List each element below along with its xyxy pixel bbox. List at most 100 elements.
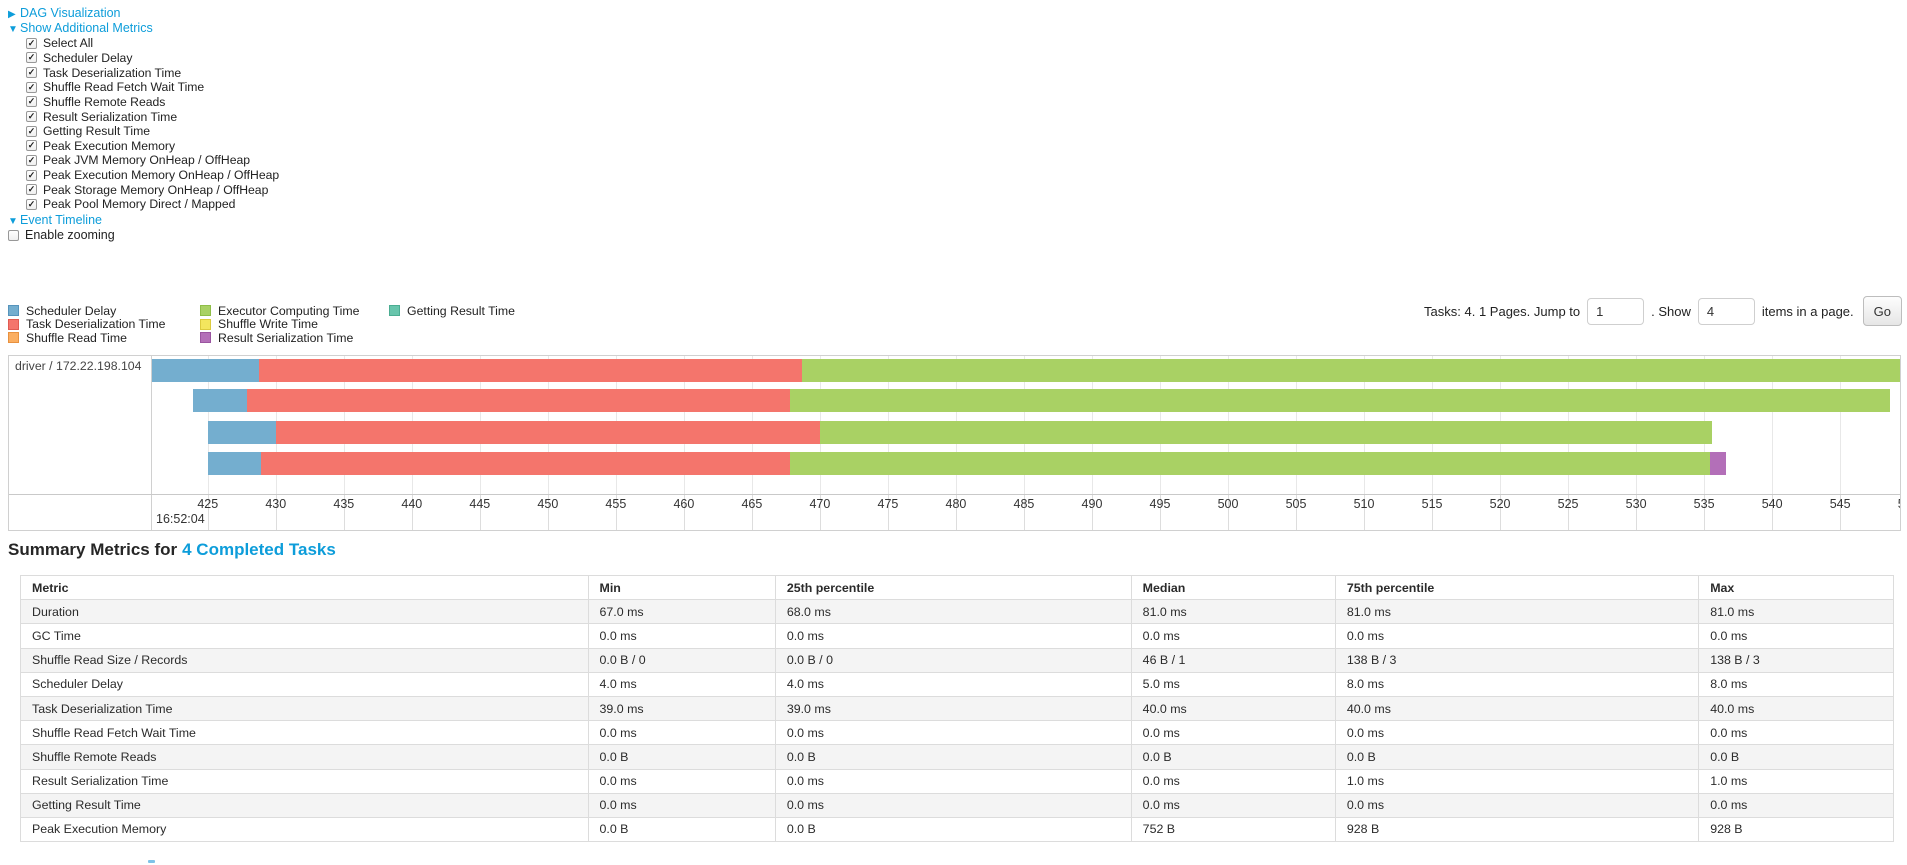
timeline-task-bar-segment[interactable] xyxy=(1709,452,1726,475)
legend-column: Getting Result Time xyxy=(389,304,515,318)
metric-checkbox[interactable] xyxy=(26,140,37,152)
metric-checkbox[interactable] xyxy=(26,67,37,79)
timeline-task-bar-segment[interactable] xyxy=(789,452,1710,475)
column-header: 75th percentile xyxy=(1334,574,1700,601)
value-cell: 0.0 ms xyxy=(1698,792,1894,818)
table-row: Result Serialization Time 0.0 ms 0.0 ms 0.0… xyxy=(20,768,1894,794)
enable-zooming-row: Enable zooming xyxy=(8,228,115,242)
timeline-task-bar-segment[interactable] xyxy=(207,421,276,444)
value-cell: 0.0 ms xyxy=(587,623,776,649)
completed-tasks-link[interactable]: 4 Completed Tasks xyxy=(182,540,336,559)
metric-cell: Duration xyxy=(20,599,589,625)
timeline-task-bar-segment[interactable] xyxy=(207,452,261,475)
axis-tick-label: 545 xyxy=(1829,497,1851,511)
metric-checkbox[interactable] xyxy=(26,37,37,49)
task-pagination: Tasks: 4. 1 Pages. Jump to . Show items … xyxy=(1424,295,1902,327)
legend-column: Scheduler Delay Task Deserialization Time… xyxy=(8,304,165,345)
axis-time-label: 16:52:04 xyxy=(156,512,205,526)
legend-item: Task Deserialization Time xyxy=(8,317,166,332)
metric-checkbox[interactable] xyxy=(26,184,37,196)
dag-visualization-link[interactable]: DAG Visualization xyxy=(20,6,121,20)
dag-visualization-toggle[interactable]: ▶ DAG Visualization xyxy=(8,6,121,20)
axis-tick xyxy=(1840,495,1842,530)
axis-tick xyxy=(479,495,481,530)
metric-checkbox[interactable] xyxy=(26,52,37,64)
metric-checkbox[interactable] xyxy=(26,81,37,93)
axis-tick-label: 430 xyxy=(265,497,287,511)
axis-tick-label: 465 xyxy=(741,497,763,511)
metric-checkbox-label: Shuffle Remote Reads xyxy=(43,94,166,109)
table-row: Task Deserialization Time 39.0 ms 39.0 ms 4… xyxy=(20,695,1894,722)
value-cell: 0.0 ms xyxy=(587,768,776,794)
axis-tick xyxy=(887,495,889,530)
timeline-task-bar-segment[interactable] xyxy=(247,389,790,412)
gridline xyxy=(1772,356,1774,494)
timeline-task-bar-segment[interactable] xyxy=(260,452,790,475)
show-additional-metrics-link[interactable]: Show Additional Metrics xyxy=(20,21,153,35)
axis-tick-label: 435 xyxy=(333,497,355,511)
axis-tick xyxy=(1159,495,1161,530)
timeline-axis: 16:52:04 425 430 435 440 445 450 455 460 465 470 4… xyxy=(152,495,1900,530)
metric-cell: Shuffle Read Size / Records xyxy=(20,647,589,673)
table-row: Shuffle Read Fetch Wait Time 0.0 ms 0.0 ms… xyxy=(20,720,1894,746)
value-cell: 0.0 B / 0 xyxy=(774,647,1132,673)
timeline-task-bar-segment[interactable] xyxy=(192,389,248,412)
axis-tick xyxy=(1432,495,1434,530)
timeline-task-bar-segment[interactable] xyxy=(789,389,1891,412)
event-timeline-toggle[interactable]: ▼ Event Timeline xyxy=(8,213,102,227)
axis-tick xyxy=(1296,495,1298,530)
metric-checkbox[interactable] xyxy=(26,154,37,166)
value-cell: 0.0 ms xyxy=(1130,720,1336,746)
items-per-page-input[interactable] xyxy=(1697,297,1755,325)
timeline-legend: Scheduler Delay Task Deserialization Time… xyxy=(8,304,608,346)
metric-checkbox-row: Shuffle Remote Reads xyxy=(26,95,279,110)
axis-tick xyxy=(1568,495,1570,530)
value-cell: 68.0 ms xyxy=(774,599,1132,625)
timeline-task-bar-segment[interactable] xyxy=(275,421,820,444)
value-cell: 0.0 B xyxy=(587,816,776,843)
axis-tick-label: 500 xyxy=(1217,497,1239,511)
legend-item: Getting Result Time xyxy=(389,304,515,318)
metric-checkbox[interactable] xyxy=(26,111,37,123)
metric-checkbox[interactable] xyxy=(26,125,37,137)
timeline-task-bar-segment[interactable] xyxy=(802,359,1900,382)
legend-item: Scheduler Delay xyxy=(8,304,165,318)
axis-tick-label: 480 xyxy=(945,497,967,511)
value-cell: 1.0 ms xyxy=(1334,768,1700,794)
metric-checkbox-row: Select All xyxy=(26,36,279,51)
axis-tick-label: 510 xyxy=(1353,497,1375,511)
legend-column: Executor Computing Time Shuffle Write Tim… xyxy=(200,304,359,345)
legend-label: Task Deserialization Time xyxy=(26,317,166,332)
column-header: 25th percentile xyxy=(774,574,1132,601)
legend-label: Scheduler Delay xyxy=(26,303,117,318)
value-cell: 0.0 ms xyxy=(1334,792,1700,818)
table-row: Duration 67.0 ms 68.0 ms 81.0 ms 81.0 ms 81.0… xyxy=(20,599,1894,625)
axis-tick-label: 540 xyxy=(1761,497,1783,511)
timeline-task-bar-segment[interactable] xyxy=(152,359,260,382)
metric-checkbox-row: Peak Execution Memory OnHeap / OffHeap xyxy=(26,168,279,183)
metric-cell: Shuffle Remote Reads xyxy=(20,744,589,770)
event-timeline-link[interactable]: Event Timeline xyxy=(20,213,102,227)
value-cell: 0.0 ms xyxy=(1130,768,1336,794)
axis-tick-label: 445 xyxy=(469,497,491,511)
metric-checkbox-label: Task Deserialization Time xyxy=(43,65,182,80)
value-cell: 81.0 ms xyxy=(1698,599,1894,625)
event-timeline-chart: driver / 172.22.198.104 16:52:04 425 430 4… xyxy=(8,355,1901,531)
go-button[interactable]: Go xyxy=(1862,296,1902,326)
axis-tick xyxy=(1636,495,1638,530)
timeline-group-column: driver / 172.22.198.104 xyxy=(9,356,152,530)
table-row: Getting Result Time 0.0 ms 0.0 ms 0.0 ms 0.0… xyxy=(20,792,1894,818)
value-cell: 39.0 ms xyxy=(587,695,776,722)
timeline-task-bar-segment[interactable] xyxy=(819,421,1713,444)
enable-zooming-checkbox[interactable] xyxy=(8,229,19,241)
axis-tick-label: 495 xyxy=(1149,497,1171,511)
jump-to-page-input[interactable] xyxy=(1587,297,1645,325)
metric-checkbox[interactable] xyxy=(26,96,37,108)
timeline-task-bar-segment[interactable] xyxy=(259,359,803,382)
metric-checkbox[interactable] xyxy=(26,198,37,210)
metric-checkbox[interactable] xyxy=(26,169,37,181)
legend-label: Shuffle Write Time xyxy=(218,317,319,332)
show-additional-metrics-toggle[interactable]: ▼ Show Additional Metrics xyxy=(8,21,153,35)
executor-group-label: driver / 172.22.198.104 xyxy=(15,359,142,373)
